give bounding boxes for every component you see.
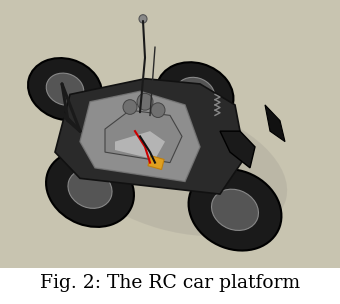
Ellipse shape — [28, 58, 102, 120]
Ellipse shape — [68, 169, 112, 208]
Ellipse shape — [46, 151, 134, 227]
Ellipse shape — [63, 99, 287, 236]
Ellipse shape — [211, 189, 258, 230]
Ellipse shape — [189, 169, 282, 250]
Ellipse shape — [151, 103, 165, 118]
Ellipse shape — [139, 15, 147, 23]
Ellipse shape — [46, 73, 84, 105]
Polygon shape — [55, 79, 245, 194]
Polygon shape — [220, 131, 255, 168]
Ellipse shape — [175, 77, 215, 112]
Polygon shape — [105, 110, 182, 163]
Polygon shape — [115, 131, 165, 160]
Polygon shape — [80, 91, 200, 181]
Polygon shape — [265, 105, 285, 142]
Text: Fig. 2: The RC car platform: Fig. 2: The RC car platform — [40, 275, 300, 292]
Ellipse shape — [123, 100, 137, 114]
Ellipse shape — [156, 62, 234, 126]
Ellipse shape — [137, 93, 153, 110]
Bar — [148, 156, 164, 170]
